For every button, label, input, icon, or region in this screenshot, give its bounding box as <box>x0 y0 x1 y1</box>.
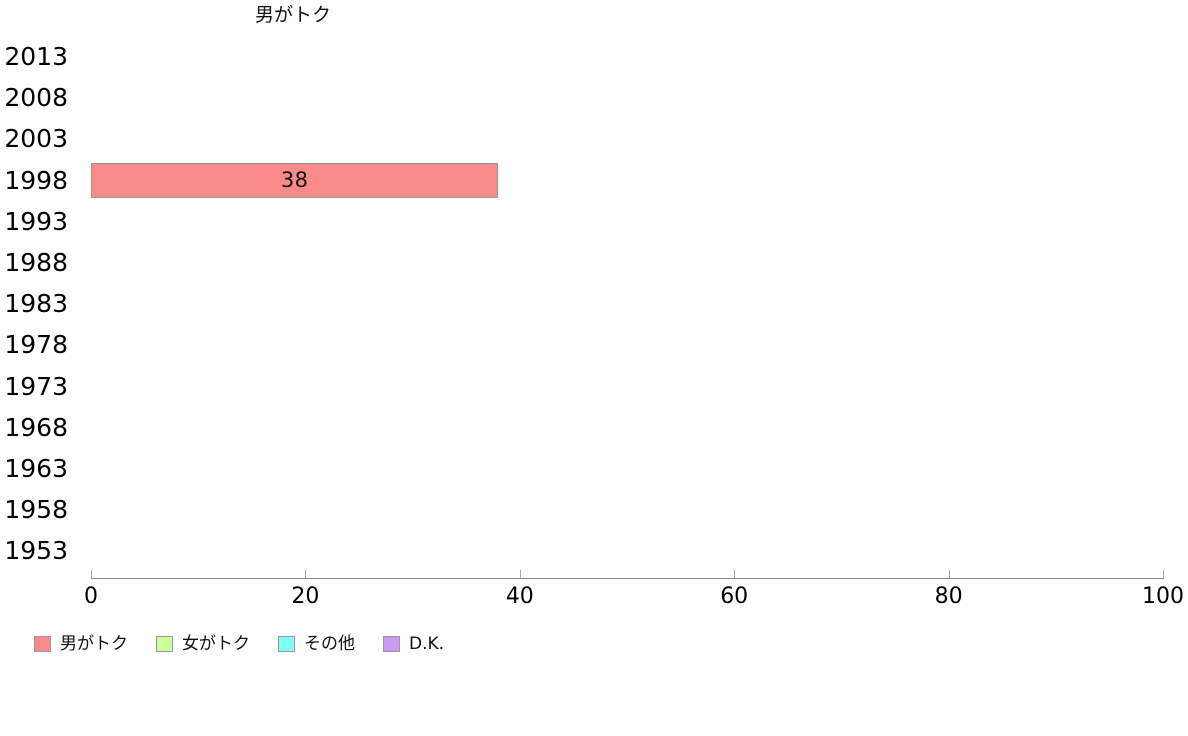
bar[interactable]: 38 <box>91 162 499 198</box>
category-row: 1958 <box>4 489 1163 530</box>
y-axis-tick-label: 1983 <box>4 289 68 319</box>
y-axis-tick-label: 1978 <box>4 330 68 360</box>
x-axis-tick-label: 40 <box>505 584 534 609</box>
category-row: 1973 <box>4 366 1163 407</box>
category-row: 1978 <box>4 324 1163 365</box>
legend-item[interactable]: D.K. <box>383 633 444 655</box>
category-row: 2013 <box>4 36 1163 77</box>
plot-area: 2013 2008 2003 1998 38 1993 1988 1983 1978 1973 19… <box>4 36 1163 578</box>
y-axis-tick-label: 2013 <box>4 42 68 71</box>
legend-item[interactable]: 男がトク <box>34 633 128 655</box>
legend-label: その他 <box>304 634 355 654</box>
legend-label: 男がトク <box>60 634 128 654</box>
legend-swatch-icon <box>278 636 295 652</box>
legend-swatch-icon <box>156 636 173 652</box>
x-axis-tick <box>519 570 521 578</box>
category-row: 1993 <box>4 201 1163 242</box>
category-row: 1953 <box>4 530 1163 571</box>
x-axis-tick <box>1163 570 1164 578</box>
x-axis-tick <box>734 570 736 578</box>
y-axis-tick-label: 1998 <box>4 165 68 195</box>
category-row: 1988 <box>4 242 1163 283</box>
legend-label: 女がトク <box>182 634 250 654</box>
x-axis-tick-label: 20 <box>291 584 320 609</box>
y-axis-tick-label: 1973 <box>4 371 68 401</box>
y-axis-tick-label: 1953 <box>4 536 68 566</box>
bar-value-label: 38 <box>280 168 309 193</box>
x-axis-line <box>91 578 1164 579</box>
legend-label: D.K. <box>409 634 445 654</box>
x-axis-tick <box>91 570 92 578</box>
y-axis-tick-label: 2008 <box>4 83 68 113</box>
x-axis-tick <box>948 570 950 578</box>
legend-swatch-icon <box>34 636 51 652</box>
category-row: 1963 <box>4 448 1163 489</box>
legend-swatch-icon <box>383 636 400 652</box>
x-axis-tick <box>305 570 307 578</box>
category-row: 1968 <box>4 407 1163 448</box>
x-axis-tick-label: 60 <box>720 584 749 609</box>
y-axis-tick-label: 1958 <box>4 495 68 525</box>
category-row: 2003 <box>4 118 1163 159</box>
x-axis-tick-label: 0 <box>84 584 98 609</box>
y-axis-tick-label: 1968 <box>4 412 68 442</box>
y-axis-tick-label: 1993 <box>4 206 68 236</box>
y-axis-tick-label: 1963 <box>4 454 68 483</box>
y-axis-tick-label: 2003 <box>4 124 68 154</box>
category-row: 2008 <box>4 77 1163 118</box>
x-axis-tick-label: 100 <box>1142 584 1184 609</box>
chart-legend: 男がトク 女がトク その他 D.K. <box>34 633 472 655</box>
category-row: 1998 38 <box>4 160 1163 201</box>
y-axis-tick-label: 1988 <box>4 248 68 277</box>
legend-item[interactable]: その他 <box>278 633 355 655</box>
x-axis-tick-label: 80 <box>934 584 963 609</box>
chart-title: 男がトク <box>254 4 331 26</box>
category-row: 1983 <box>4 283 1163 324</box>
legend-item[interactable]: 女がトク <box>156 633 250 655</box>
